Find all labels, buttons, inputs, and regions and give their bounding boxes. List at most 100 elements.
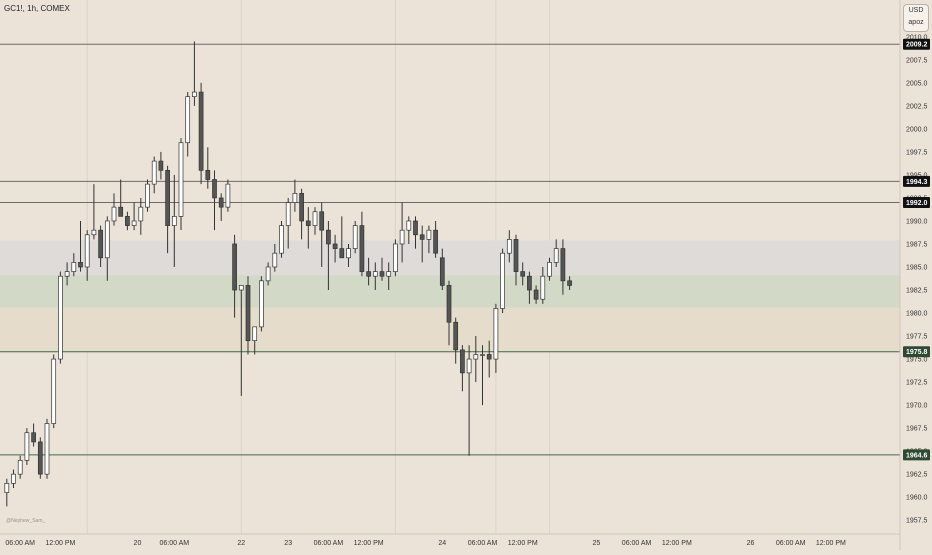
bull-candle[interactable] [265,262,271,286]
bull-candle[interactable] [352,220,358,254]
bull-candle[interactable] [346,243,351,267]
bear-candle[interactable] [212,170,217,231]
bull-candle[interactable] [279,220,284,258]
bull-candle[interactable] [192,41,197,106]
bull-candle[interactable] [11,469,16,488]
bull-candle[interactable] [225,179,231,212]
bear-candle[interactable] [37,437,43,479]
bull-candle[interactable] [399,202,405,263]
bear-candle[interactable] [520,262,526,286]
bear-candle[interactable] [446,280,452,346]
bear-candle[interactable] [245,276,251,355]
price-tick-label: 1990.0 [906,218,928,225]
bear-candle[interactable] [379,257,385,281]
bull-candle[interactable] [171,174,177,267]
bear-candle[interactable] [205,147,211,189]
symbol-title[interactable]: GC1!, 1h, COMEX [4,4,70,13]
candle-body [4,483,10,493]
bear-candle[interactable] [413,216,418,249]
bull-candle[interactable] [24,428,30,465]
bull-candle[interactable] [17,455,23,479]
bull-candle[interactable] [58,271,63,364]
price-unit-box[interactable]: USD apoz [903,4,929,32]
bull-candle[interactable] [131,202,137,231]
bull-candle[interactable] [500,248,505,314]
bull-candle[interactable] [64,262,70,286]
bull-candle[interactable] [547,257,552,281]
bull-candle[interactable] [185,92,191,157]
bull-candle[interactable] [426,225,432,254]
bear-candle[interactable] [433,220,438,258]
bull-candle[interactable] [178,138,184,231]
bull-candle[interactable] [84,230,90,281]
bear-candle[interactable] [158,151,164,180]
bear-candle[interactable] [326,220,331,291]
levels-layer [0,43,900,456]
bear-candle[interactable] [453,317,459,364]
bull-candle[interactable] [151,156,157,194]
bear-candle[interactable] [366,257,371,286]
bear-candle[interactable] [339,216,345,259]
bear-candle[interactable] [198,82,204,185]
bear-candle[interactable] [299,188,304,240]
price-tick-label: 1972.5 [906,380,928,387]
bull-candle[interactable] [506,230,512,263]
bull-candle[interactable] [493,303,499,373]
bull-candle[interactable] [91,184,97,240]
candles-layer[interactable] [4,41,572,507]
bull-candle[interactable] [312,207,318,235]
bull-candle[interactable] [393,239,398,277]
bull-candle[interactable] [553,239,559,267]
bull-candle[interactable] [51,354,57,429]
bull-candle[interactable] [111,193,117,226]
bull-candle[interactable] [259,276,264,332]
bull-candle[interactable] [372,262,378,291]
bull-candle[interactable] [252,326,258,355]
bear-candle[interactable] [98,225,103,267]
bull-candle[interactable] [292,179,298,212]
bear-candle[interactable] [419,225,425,263]
bull-candle[interactable] [272,243,278,272]
bear-candle[interactable] [305,207,311,249]
bear-candle[interactable] [359,211,365,277]
bull-candle[interactable] [480,345,485,406]
bull-candle[interactable] [44,418,50,479]
bear-candle[interactable] [78,220,83,272]
bull-candle[interactable] [540,267,546,304]
bull-candle[interactable] [285,197,291,249]
bull-candle[interactable] [104,216,110,281]
bear-candle[interactable] [31,423,36,447]
bull-candle[interactable] [238,285,244,396]
bear-candle[interactable] [486,340,492,378]
candle-body [426,229,432,240]
bear-candle[interactable] [232,234,237,318]
bull-candle[interactable] [138,197,144,235]
bull-candle[interactable] [473,336,479,383]
bear-candle[interactable] [125,211,130,231]
bear-candle[interactable] [319,202,325,267]
bear-candle[interactable] [218,193,224,221]
bull-candle[interactable] [466,345,472,456]
bull-candle[interactable] [71,253,77,277]
bear-candle[interactable] [165,165,170,254]
bear-candle[interactable] [513,234,519,286]
bear-candle[interactable] [439,248,445,291]
bear-candle[interactable] [118,179,124,217]
candle-body [11,473,16,484]
price-axis[interactable]: 1957.51960.01962.51965.01967.51970.01972… [900,0,932,550]
bull-candle[interactable] [386,262,392,291]
time-tick-label: 26 [747,540,755,547]
price-tick-label: 1987.5 [906,241,928,248]
bear-candle[interactable] [567,276,572,291]
bear-candle[interactable] [533,285,539,304]
bull-candle[interactable] [406,216,412,244]
bear-candle[interactable] [527,271,532,304]
bear-candle[interactable] [332,234,338,263]
bear-candle[interactable] [460,345,465,392]
bull-candle[interactable] [145,179,150,212]
bull-candle[interactable] [4,478,10,507]
bear-candle[interactable] [560,239,566,295]
